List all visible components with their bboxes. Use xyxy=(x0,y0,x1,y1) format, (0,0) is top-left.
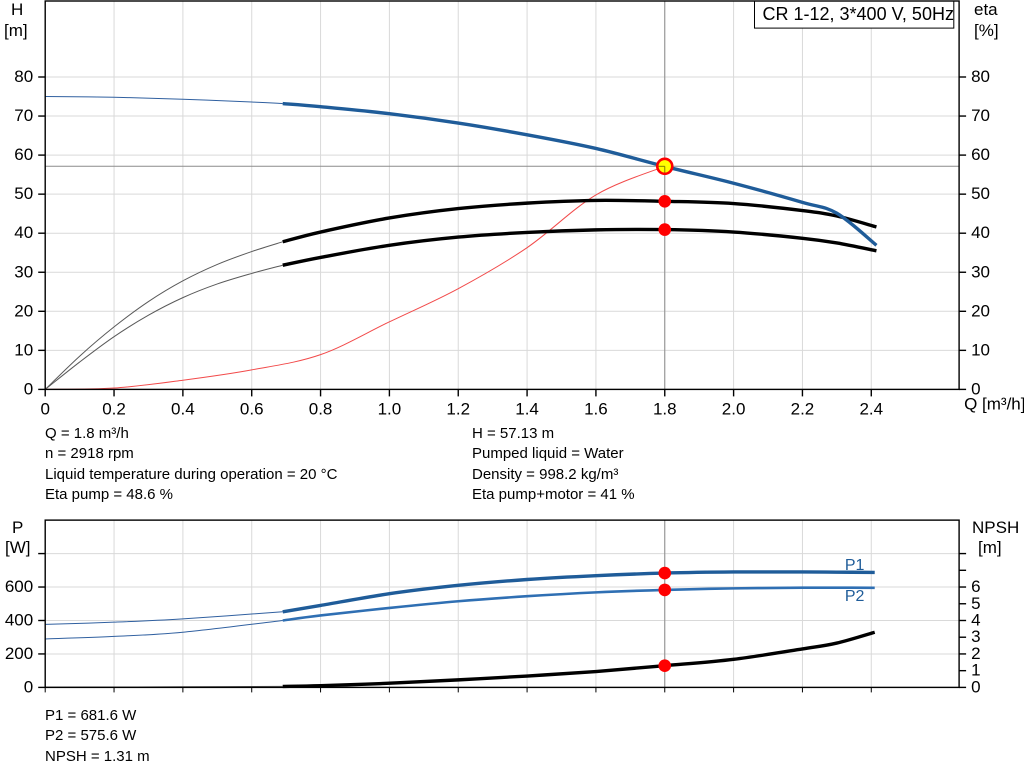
svg-text:400: 400 xyxy=(5,610,33,629)
svg-text:50: 50 xyxy=(971,184,990,203)
svg-text:4: 4 xyxy=(971,610,980,629)
svg-text:P2: P2 xyxy=(845,588,865,605)
svg-text:[m]: [m] xyxy=(978,538,1002,557)
svg-text:6: 6 xyxy=(971,577,980,596)
svg-text:P: P xyxy=(12,518,23,537)
svg-text:[m]: [m] xyxy=(4,21,28,40)
svg-text:1.2: 1.2 xyxy=(446,399,470,418)
svg-text:10: 10 xyxy=(971,340,990,359)
svg-text:0: 0 xyxy=(971,677,980,696)
svg-text:3: 3 xyxy=(971,627,980,646)
svg-text:600: 600 xyxy=(5,577,33,596)
svg-text:1.4: 1.4 xyxy=(515,399,539,418)
svg-text:1.6: 1.6 xyxy=(584,399,608,418)
svg-text:10: 10 xyxy=(14,340,33,359)
svg-text:70: 70 xyxy=(971,106,990,125)
svg-text:20: 20 xyxy=(971,301,990,320)
svg-text:80: 80 xyxy=(971,67,990,86)
svg-text:2.2: 2.2 xyxy=(791,399,815,418)
svg-text:80: 80 xyxy=(14,67,33,86)
svg-text:H: H xyxy=(11,0,23,19)
svg-text:[%]: [%] xyxy=(974,21,999,40)
svg-text:0.8: 0.8 xyxy=(309,399,333,418)
svg-text:0.4: 0.4 xyxy=(171,399,195,418)
svg-text:1.0: 1.0 xyxy=(378,399,402,418)
svg-text:2.4: 2.4 xyxy=(859,399,883,418)
svg-text:5: 5 xyxy=(971,594,980,613)
svg-text:70: 70 xyxy=(14,106,33,125)
svg-text:40: 40 xyxy=(14,223,33,242)
svg-text:0: 0 xyxy=(24,677,33,696)
svg-text:NPSH: NPSH xyxy=(972,518,1019,537)
svg-text:30: 30 xyxy=(971,262,990,281)
svg-text:0: 0 xyxy=(40,399,49,418)
svg-text:P1: P1 xyxy=(845,557,865,574)
svg-text:0: 0 xyxy=(24,379,33,398)
svg-text:1.8: 1.8 xyxy=(653,399,677,418)
svg-text:1: 1 xyxy=(971,661,980,680)
svg-text:60: 60 xyxy=(14,145,33,164)
svg-text:30: 30 xyxy=(14,262,33,281)
svg-text:0.6: 0.6 xyxy=(240,399,264,418)
svg-text:200: 200 xyxy=(5,644,33,663)
svg-text:2: 2 xyxy=(971,644,980,663)
svg-text:2.0: 2.0 xyxy=(722,399,746,418)
svg-text:0.2: 0.2 xyxy=(102,399,126,418)
svg-text:[W]: [W] xyxy=(5,538,31,557)
svg-text:40: 40 xyxy=(971,223,990,242)
svg-text:60: 60 xyxy=(971,145,990,164)
svg-text:Q [m³/h]: Q [m³/h] xyxy=(964,394,1024,413)
svg-text:eta: eta xyxy=(974,0,998,19)
svg-text:CR 1-12, 3*400 V, 50Hz: CR 1-12, 3*400 V, 50Hz xyxy=(763,4,954,24)
svg-text:20: 20 xyxy=(14,301,33,320)
svg-text:50: 50 xyxy=(14,184,33,203)
